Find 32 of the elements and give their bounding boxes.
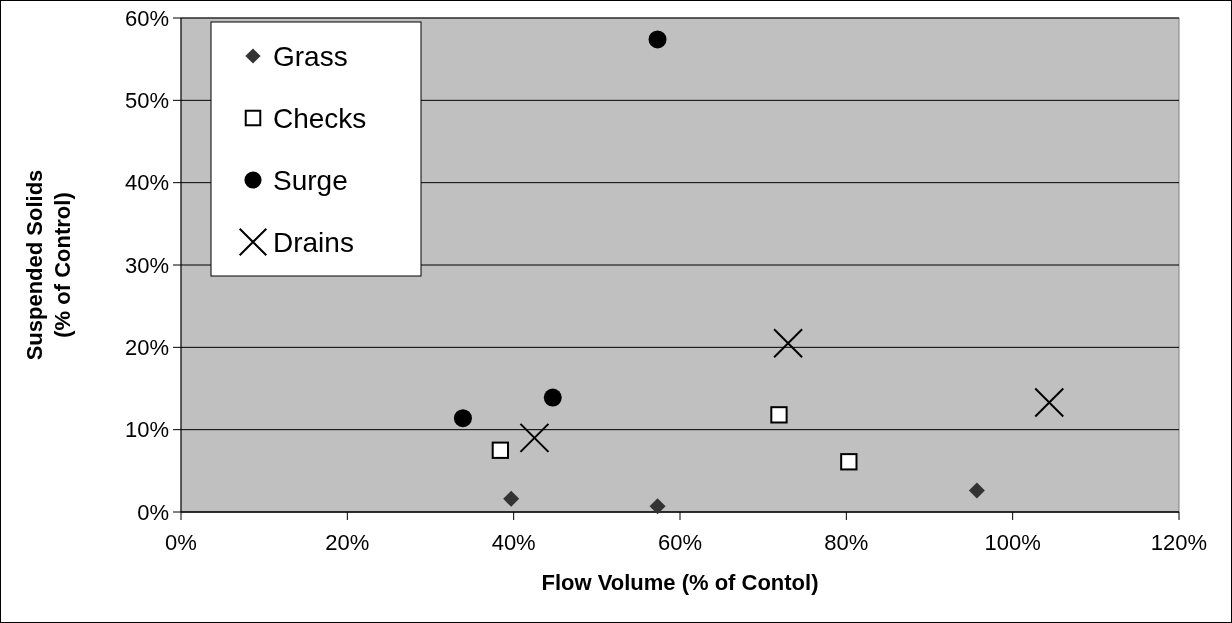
x-tick-label: 20% — [325, 530, 370, 555]
y-axis-title: Suspended Solids (% of Control) — [22, 169, 75, 361]
point — [1034, 387, 1065, 418]
y-tick-label: 30% — [124, 252, 169, 278]
x-axis-title: Flow Volume (% of Contol) — [541, 570, 819, 595]
point — [773, 328, 804, 359]
point — [491, 441, 510, 459]
x-tick-label: 40% — [491, 530, 536, 555]
point — [503, 490, 520, 507]
point — [453, 409, 472, 428]
point — [770, 406, 788, 424]
legend-label: Surge — [273, 164, 348, 196]
x-tick-label: 120% — [1150, 530, 1208, 555]
point — [840, 453, 858, 471]
y-tick-label: 0% — [137, 499, 169, 525]
point — [543, 388, 562, 407]
y-tick-label: 60% — [124, 5, 169, 31]
point — [649, 498, 666, 515]
y-tick-label: 10% — [124, 417, 169, 443]
point — [968, 482, 985, 499]
point — [519, 422, 550, 453]
legend-label: Drains — [273, 226, 354, 258]
y-tick-label: 20% — [124, 335, 169, 361]
legend-label: Grass — [273, 40, 348, 72]
legend-label: Checks — [273, 102, 367, 134]
x-tick-label: 100% — [984, 530, 1041, 555]
x-tick-label: 0% — [165, 530, 197, 555]
point — [648, 30, 667, 49]
y-tick-label: 50% — [124, 88, 169, 114]
x-tick-label: 80% — [824, 530, 869, 555]
x-tick-label: 60% — [657, 530, 703, 555]
y-tick-label: 40% — [124, 170, 169, 196]
